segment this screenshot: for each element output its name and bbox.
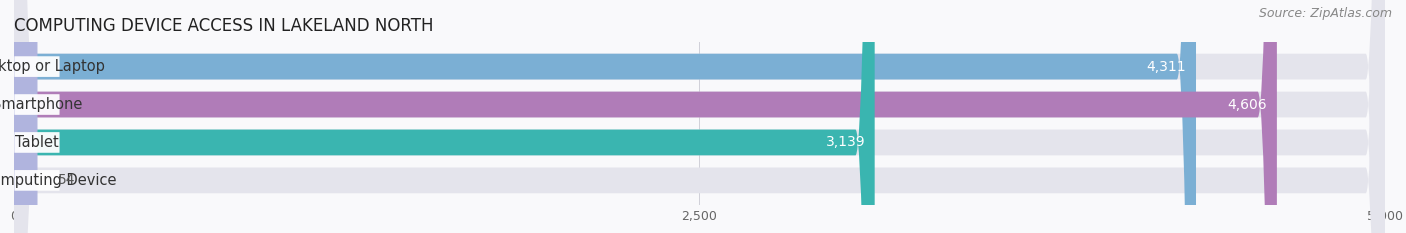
FancyBboxPatch shape	[14, 0, 1385, 233]
Text: Desktop or Laptop: Desktop or Laptop	[0, 59, 104, 74]
Text: COMPUTING DEVICE ACCESS IN LAKELAND NORTH: COMPUTING DEVICE ACCESS IN LAKELAND NORT…	[14, 17, 433, 35]
Text: Smartphone: Smartphone	[0, 97, 82, 112]
Text: Source: ZipAtlas.com: Source: ZipAtlas.com	[1258, 7, 1392, 20]
FancyBboxPatch shape	[14, 0, 1197, 233]
Text: 4,311: 4,311	[1147, 60, 1187, 74]
Text: No Computing Device: No Computing Device	[0, 173, 117, 188]
FancyBboxPatch shape	[14, 132, 59, 153]
FancyBboxPatch shape	[14, 94, 59, 115]
Text: Tablet: Tablet	[15, 135, 59, 150]
FancyBboxPatch shape	[14, 0, 1385, 233]
Text: 4,606: 4,606	[1227, 98, 1267, 112]
FancyBboxPatch shape	[14, 0, 1385, 233]
FancyBboxPatch shape	[14, 0, 1385, 233]
Text: 3,139: 3,139	[825, 135, 865, 149]
Circle shape	[6, 0, 37, 233]
FancyBboxPatch shape	[14, 170, 59, 191]
FancyBboxPatch shape	[14, 0, 1277, 233]
FancyBboxPatch shape	[14, 56, 59, 77]
Text: 54: 54	[58, 173, 75, 187]
FancyBboxPatch shape	[14, 0, 875, 233]
